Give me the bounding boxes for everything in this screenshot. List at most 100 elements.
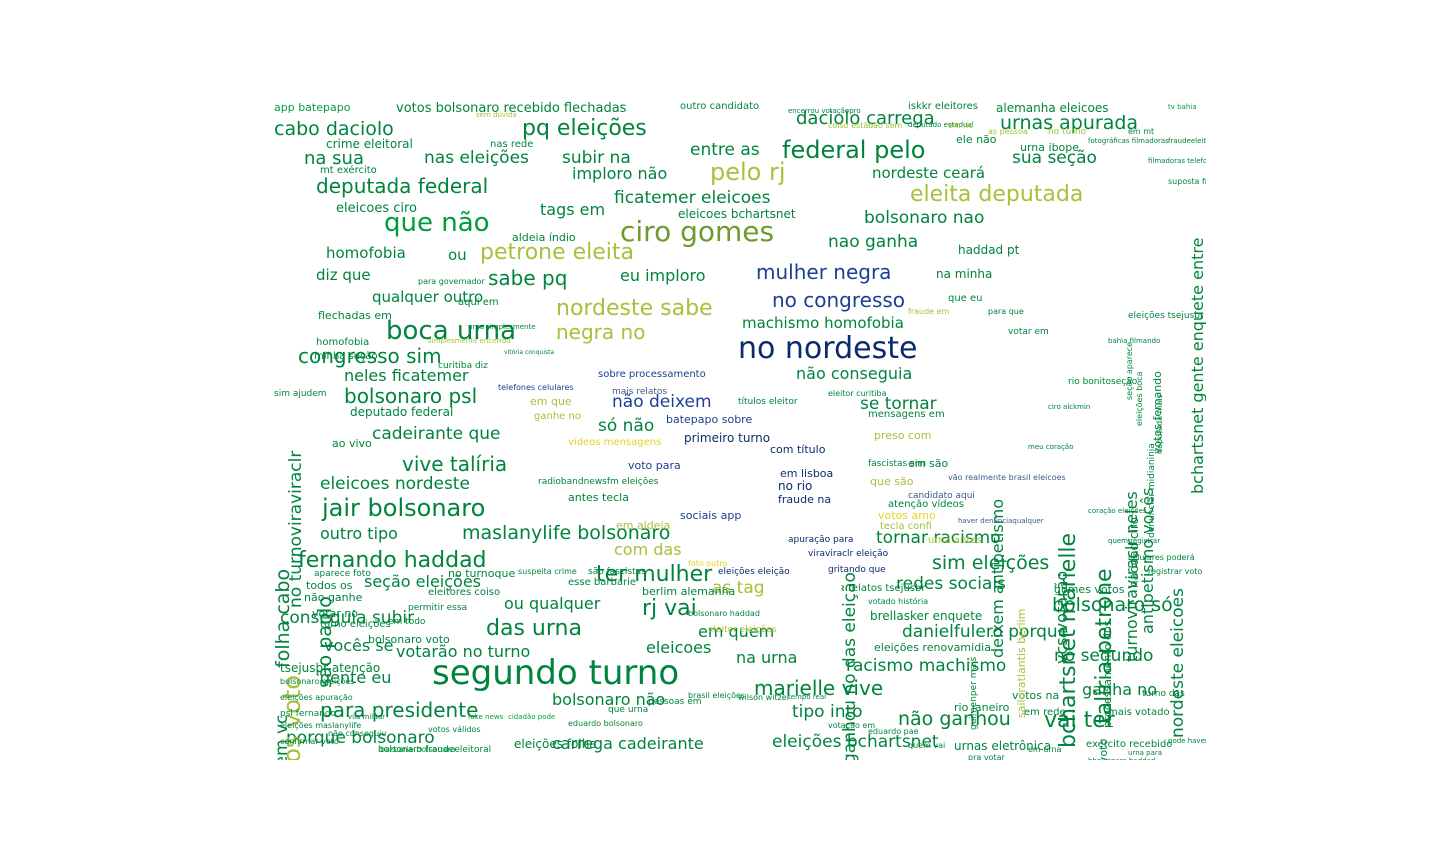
word: tecla confi: [880, 521, 932, 532]
word: eleicoes ciro: [336, 201, 417, 216]
word: registrar voto: [1148, 567, 1203, 576]
word: primeiro turno: [684, 431, 771, 445]
word: eleições maslanylife: [280, 721, 362, 730]
word: no turnoque: [448, 567, 516, 580]
word: hbolsonaro haddad: [1088, 758, 1155, 761]
word: mt exército: [320, 165, 377, 176]
word: seção aparece: [1125, 341, 1134, 400]
word: encerrou votaçãopro: [788, 107, 861, 115]
word: filmadoras telefones: [1148, 157, 1206, 165]
word: em todo: [388, 617, 426, 627]
word: mulher negra: [756, 260, 892, 284]
word: cabo daciolo: [274, 118, 394, 140]
word: deputada mais: [1155, 394, 1164, 454]
word: danielfulero porque: [902, 622, 1069, 642]
word: vídeos mensagens: [568, 437, 662, 448]
word: wilson witzel: [738, 693, 789, 702]
word: votação em: [828, 721, 876, 730]
word: marielle vive: [754, 676, 884, 700]
word: daciolo carrega: [796, 108, 935, 129]
word: que são: [870, 475, 914, 488]
word: eleicoes bchartsnet: [678, 207, 796, 221]
word: urnas eletrônica: [954, 739, 1052, 753]
word: ele não: [956, 133, 997, 146]
word: coiso estão: [828, 121, 874, 130]
word: qualquer outro: [372, 288, 484, 306]
word: em rio: [948, 121, 974, 130]
word: sem dúvida: [476, 111, 517, 119]
word: eu imploro: [620, 266, 706, 285]
word: ganhe no: [534, 411, 581, 422]
word: fake news: [468, 713, 504, 721]
word: para governador: [418, 277, 485, 286]
word: vive talíria: [402, 452, 508, 476]
word: em aldeia: [616, 519, 671, 532]
word: não conseguiu: [328, 729, 387, 738]
word: telefones celulares: [498, 383, 574, 392]
word: nas rede: [490, 139, 534, 150]
word: bolsonaro nao: [864, 208, 985, 228]
word: ciro gomes: [620, 215, 775, 248]
word: vocês se: [324, 636, 394, 655]
word: para presidente: [320, 698, 479, 722]
word: minha seção: [314, 351, 378, 362]
word: que urna: [608, 705, 649, 715]
word: eleições folha: [514, 737, 597, 751]
word: aqui em: [458, 297, 499, 308]
word: não conseguia: [796, 364, 913, 383]
word: celulares poderá: [1128, 553, 1195, 562]
word: cidadão pode: [508, 713, 556, 721]
word: diz que: [316, 266, 371, 284]
word: em quem: [698, 622, 775, 641]
word: urna antes: [928, 535, 982, 546]
word: pq eleições: [522, 116, 647, 141]
word: relatos tsejusbr: [848, 583, 926, 594]
word: deputado estadual: [908, 121, 974, 129]
word: ao vivo: [332, 437, 372, 450]
word: porque bolsonaro: [286, 728, 435, 748]
word: rio bonitoseção: [1068, 377, 1138, 387]
word: em são: [908, 457, 949, 470]
word: as tag: [712, 578, 765, 598]
word: vai ter: [1044, 708, 1115, 733]
word: fraude em: [908, 307, 950, 316]
word: voto para: [628, 459, 681, 472]
word: negra no: [556, 320, 646, 344]
word: eleições eleição: [718, 567, 790, 577]
word: no turno: [1048, 127, 1087, 137]
word: jair bolsonaro: [322, 494, 486, 522]
word: nordeste sabe: [556, 296, 713, 321]
word: todos os: [306, 579, 353, 592]
word: boca urna: [386, 316, 517, 346]
word: ou: [448, 246, 467, 264]
word: eleita deputada: [910, 182, 1084, 207]
word: flechadas em: [318, 309, 392, 322]
word: eleições renovamidia: [874, 641, 991, 654]
word: que eu: [948, 293, 983, 304]
word: votos amo: [878, 509, 936, 522]
word: ganha no: [1082, 680, 1158, 699]
word: mensagens em: [868, 409, 945, 420]
word: cadeirante que: [372, 424, 501, 444]
word: atenção vídeos: [888, 499, 964, 510]
word: em mt: [1128, 127, 1155, 136]
word: são fascistas: [588, 567, 646, 577]
word: para que: [988, 307, 1024, 316]
word: denunciar midianinja: [1147, 443, 1157, 538]
word: ciro alckmin: [1048, 403, 1091, 411]
word: carrega cadeirante: [552, 734, 704, 753]
word: na sua: [304, 148, 364, 169]
word: haver denúnciaqualquer: [958, 517, 1044, 525]
word: ficatemer eleicoes: [614, 188, 771, 208]
word: tags em: [540, 200, 606, 219]
word: não ganhe: [304, 591, 363, 604]
word: ou qualquer: [504, 594, 601, 613]
word: votos bolsonaro recebido flechadas: [396, 101, 627, 116]
word: na minha: [936, 267, 993, 281]
word: subir na: [562, 148, 631, 168]
word: títulos eleitor: [738, 397, 798, 407]
word: não deixem: [612, 392, 712, 412]
word: sabe pq: [488, 266, 568, 290]
word: redes sociais: [896, 574, 1006, 594]
word: quem vai: [908, 741, 946, 750]
